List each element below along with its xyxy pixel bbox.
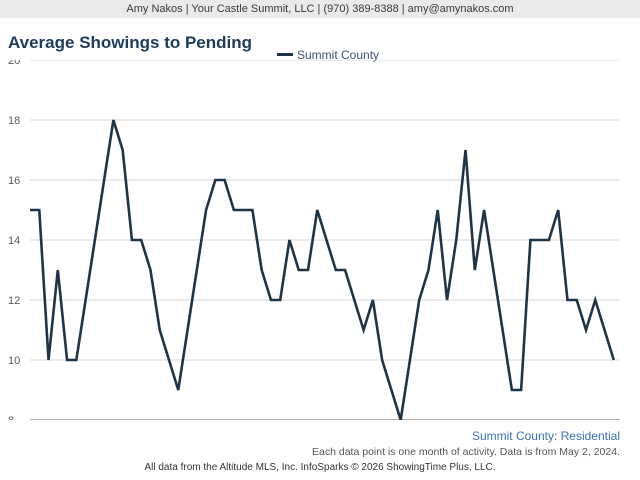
svg-text:12: 12	[8, 295, 20, 307]
svg-text:14: 14	[8, 235, 20, 247]
svg-text:10: 10	[8, 355, 20, 367]
svg-text:16: 16	[8, 175, 20, 187]
svg-text:8: 8	[8, 415, 14, 420]
svg-text:20: 20	[8, 60, 20, 67]
svg-text:18: 18	[8, 115, 20, 127]
